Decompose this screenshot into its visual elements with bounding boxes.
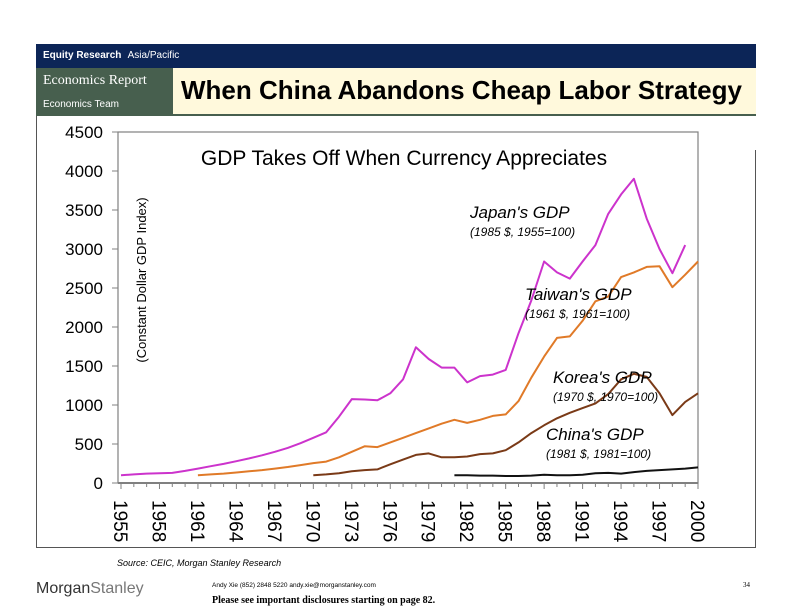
y-axis-label: (Constant Dollar GDP Index) — [134, 197, 149, 362]
slide-frame — [36, 44, 756, 548]
x-tick-label: 1958 — [147, 500, 168, 542]
chart-axes: 0 500 1000 1500 2000 2500 3000 3500 4000 4500 1955… — [65, 123, 707, 543]
region-label: Asia/Pacific — [127, 50, 180, 61]
x-tick-label: 1967 — [263, 500, 284, 542]
x-tick-label: 2000 — [686, 500, 707, 542]
x-tick-label: 1994 — [609, 500, 630, 543]
series-line-japan — [120, 177, 687, 477]
author-contact: Andy Xie (852) 2848 5220 andy.xie@morgan… — [212, 582, 376, 589]
y-tick-label: 3000 — [65, 240, 103, 259]
x-tick-label: 1961 — [186, 500, 207, 542]
series-note-japan: (1985 $, 1955=100) — [470, 225, 575, 239]
y-tick-label: 4500 — [65, 123, 103, 142]
x-tick-label: 1982 — [455, 500, 476, 542]
x-tick-label: 1991 — [571, 500, 592, 542]
y-tick-label: 4000 — [65, 162, 103, 181]
y-tick-label: 0 — [94, 474, 103, 493]
x-tick-label: 1997 — [648, 500, 669, 542]
x-tick-label: 1979 — [417, 500, 438, 542]
y-tick-label: 2500 — [65, 279, 103, 298]
series-note-korea: (1970 $, 1970=100) — [553, 390, 658, 404]
series-label-korea: Korea's GDP — [553, 368, 652, 387]
title-panel: When China Abandons Cheap Labor Strategy — [173, 68, 756, 116]
x-tick-label: 1970 — [301, 500, 322, 542]
series-note-china: (1981 $, 1981=100) — [546, 447, 651, 461]
series-label-taiwan: Taiwan's GDP — [525, 285, 632, 304]
series-line-korea — [313, 372, 699, 477]
series-layer — [120, 177, 699, 477]
chart-title: GDP Takes Off When Currency Appreciates — [201, 147, 607, 170]
y-tick-label: 1000 — [65, 396, 103, 415]
morgan-stanley-logo: MorganStanley — [36, 580, 144, 598]
division-label: Equity Research — [43, 50, 122, 61]
header-bar: Equity Research Asia/Pacific — [36, 44, 756, 68]
logo-stanley: Stanley — [90, 580, 144, 597]
y-tick-label: 3500 — [65, 201, 103, 220]
x-tick-label: 1988 — [532, 500, 553, 542]
y-tick-label: 1500 — [65, 357, 103, 376]
x-tick-label: 1955 — [109, 500, 130, 542]
page-number: 34 — [743, 581, 750, 589]
report-type: Economics Report — [43, 73, 147, 88]
team-label: Economics Team — [43, 99, 119, 110]
series-label-japan: Japan's GDP — [469, 203, 570, 222]
y-tick-label: 500 — [75, 435, 103, 454]
report-panel: Economics Report Economics Team — [36, 68, 173, 116]
series-note-taiwan: (1961 $, 1961=100) — [525, 307, 630, 321]
x-tick-label: 1985 — [494, 500, 515, 542]
x-tick-label: 1964 — [224, 500, 245, 543]
page-title: When China Abandons Cheap Labor Strategy — [181, 75, 742, 105]
series-label-china: China's GDP — [546, 425, 644, 444]
labels-layer: Japan's GDP (1985 $, 1955=100) Taiwan's GD… — [469, 203, 658, 461]
logo-morgan: Morgan — [36, 580, 91, 597]
y-tick-label: 2000 — [65, 318, 103, 337]
source-note: Source: CEIC, Morgan Stanley Research — [117, 558, 282, 568]
slide-right-border — [755, 150, 756, 548]
series-line-china — [454, 466, 699, 477]
series-line-taiwan — [197, 260, 699, 477]
disclosure-link[interactable]: Please see important disclosures startin… — [212, 595, 436, 606]
x-tick-label: 1973 — [340, 500, 361, 542]
x-tick-label: 1976 — [378, 500, 399, 542]
